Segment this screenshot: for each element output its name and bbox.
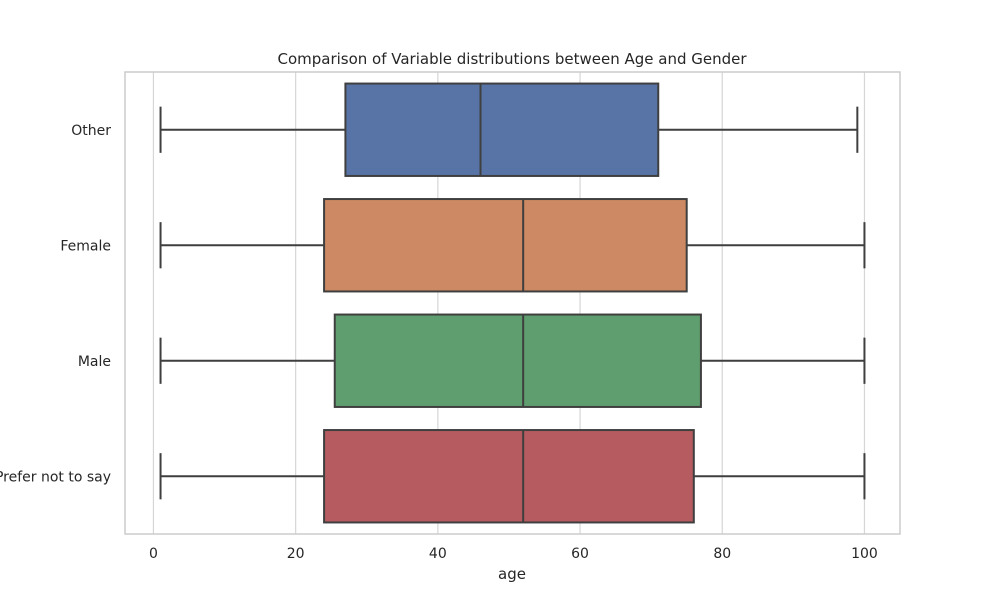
x-tick-label: 20 — [287, 546, 305, 562]
x-tick-label: 80 — [713, 546, 731, 562]
x-tick-label: 100 — [851, 546, 878, 562]
y-tick-labels: Other Female Male Prefer not to say — [0, 123, 111, 486]
iqr-box — [344, 82, 660, 177]
iqr-box — [333, 313, 702, 408]
x-tick-label: 40 — [429, 546, 447, 562]
iqr-box — [323, 429, 695, 524]
box-2 — [159, 313, 866, 408]
chart-title: Comparison of Variable distributions bet… — [277, 50, 747, 68]
box-1 — [159, 198, 866, 293]
box-3 — [159, 429, 866, 524]
iqr-box — [323, 198, 688, 293]
x-tick-labels: 0 20 40 60 80 100 — [149, 546, 878, 562]
y-tick-label: Prefer not to say — [0, 469, 111, 485]
box-group — [159, 82, 866, 524]
x-tick-label: 0 — [149, 546, 158, 562]
x-tick-label: 60 — [571, 546, 589, 562]
plot-frame — [124, 71, 901, 535]
y-tick-label: Male — [78, 354, 111, 370]
box-0 — [159, 82, 859, 177]
y-tick-label: Female — [60, 238, 111, 254]
x-axis-label: age — [498, 565, 526, 583]
y-tick-label: Other — [71, 123, 111, 139]
